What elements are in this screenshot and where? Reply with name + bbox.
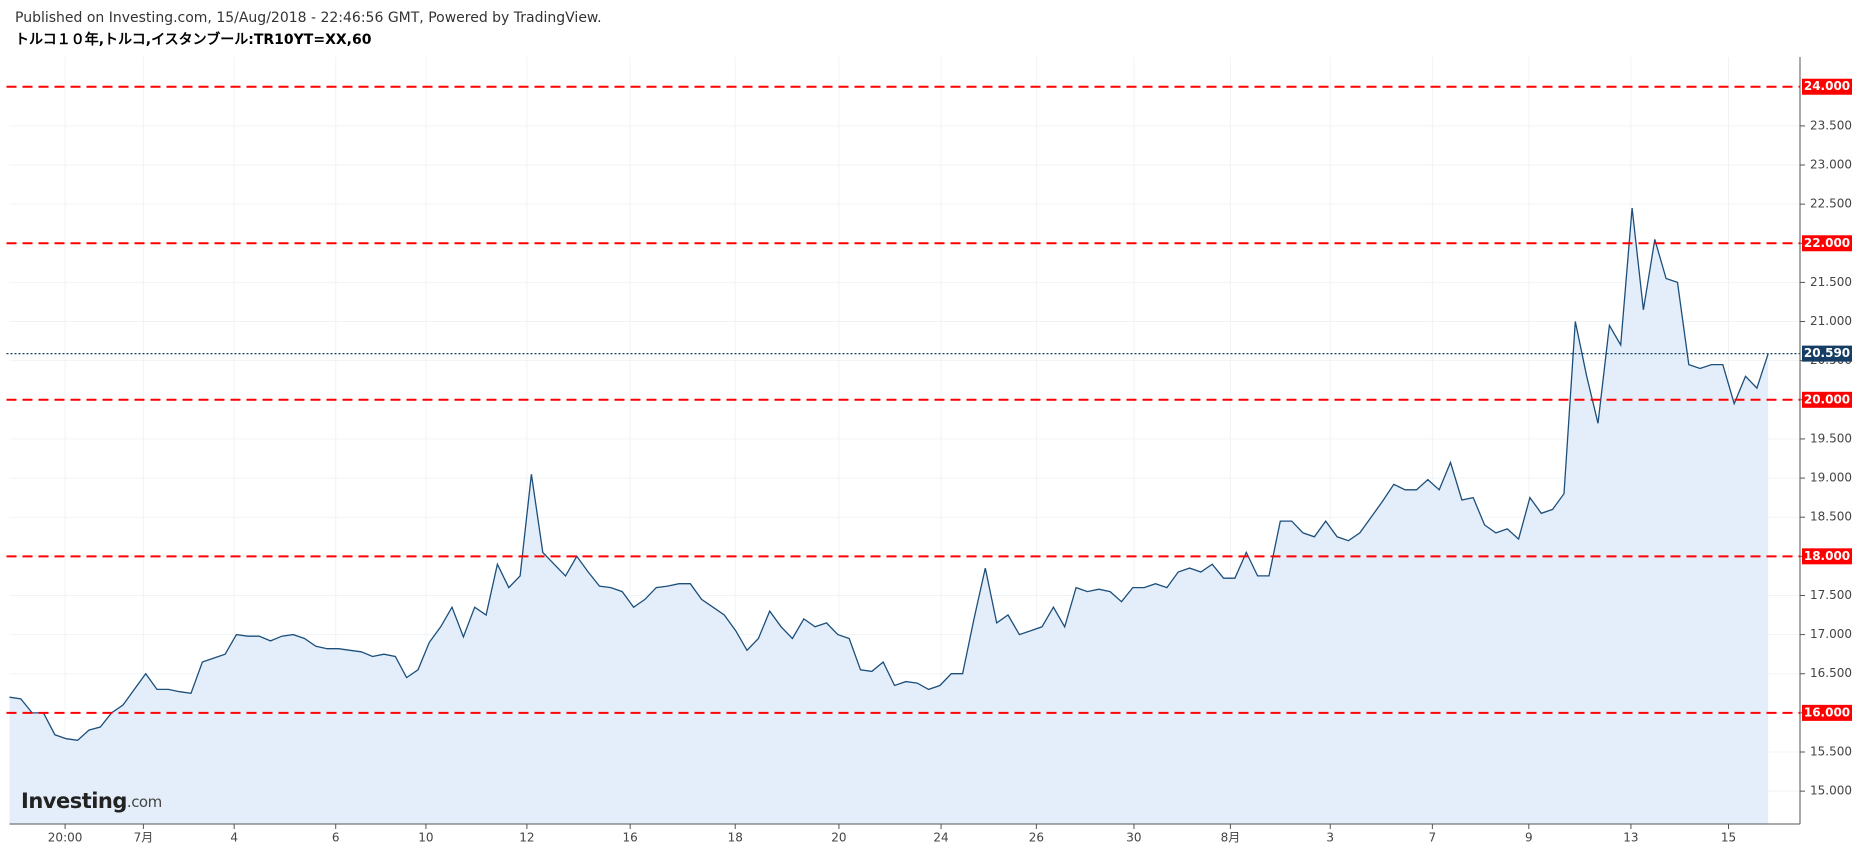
last-price-box <box>1802 345 1852 362</box>
level-label-box <box>1802 548 1852 565</box>
x-tick-label: 7月 <box>134 831 154 845</box>
watermark-suffix: .com <box>127 793 162 811</box>
level-label: 18.000 <box>1804 549 1850 563</box>
x-tick-label: 10 <box>418 831 433 845</box>
level-label-box <box>1802 391 1852 408</box>
x-tick-label: 6 <box>332 831 340 845</box>
level-label-box <box>1802 704 1852 721</box>
y-tick-label: 21.500 <box>1810 275 1852 289</box>
level-label: 20.000 <box>1804 392 1850 406</box>
last-price-label: 20.590 <box>1804 346 1850 360</box>
x-tick-label: 16 <box>623 831 638 845</box>
chart-title: トルコ１０年,トルコ,イスタンブール:TR10YT=XX,60 <box>15 31 372 48</box>
level-label: 22.000 <box>1804 236 1850 250</box>
x-tick-label: 20 <box>831 831 846 845</box>
y-tick-label: 16.500 <box>1810 666 1852 680</box>
y-tick-label: 21.000 <box>1810 314 1852 328</box>
y-tick-label: 17.000 <box>1810 627 1852 641</box>
x-tick-label: 3 <box>1326 831 1334 845</box>
watermark-brand: Investing <box>21 789 127 813</box>
y-tick-label: 23.000 <box>1810 158 1852 172</box>
x-tick-label: 15 <box>1721 831 1736 845</box>
x-tick-label: 30 <box>1126 831 1141 845</box>
x-tick-label: 24 <box>933 831 948 845</box>
level-label: 16.000 <box>1804 705 1850 719</box>
y-tick-label: 15.500 <box>1810 744 1852 758</box>
x-tick-label: 13 <box>1623 831 1638 845</box>
x-tick-label: 9 <box>1525 831 1533 845</box>
y-tick-label: 22.500 <box>1810 197 1852 211</box>
price-area <box>9 208 1769 825</box>
x-tick-label: 4 <box>230 831 238 845</box>
x-tick-label: 8月 <box>1221 831 1241 845</box>
y-tick-label: 15.000 <box>1810 784 1852 798</box>
y-tick-label: 18.500 <box>1810 510 1852 524</box>
level-label: 24.000 <box>1804 79 1850 93</box>
y-tick-label: 23.500 <box>1810 118 1852 132</box>
x-tick-label: 12 <box>519 831 534 845</box>
level-label-box <box>1802 78 1852 95</box>
y-tick-label: 17.500 <box>1810 588 1852 602</box>
level-label-box <box>1802 235 1852 252</box>
y-tick-label: 19.000 <box>1810 471 1852 485</box>
x-tick-label: 7 <box>1429 831 1437 845</box>
published-note: Published on Investing.com, 15/Aug/2018 … <box>15 10 602 26</box>
price-line <box>9 208 1769 741</box>
x-tick-label: 20:00 <box>48 831 83 845</box>
x-tick-label: 26 <box>1029 831 1044 845</box>
y-tick-label: 19.500 <box>1810 431 1852 445</box>
x-tick-label: 18 <box>728 831 743 845</box>
watermark: Investing.com <box>21 789 162 813</box>
